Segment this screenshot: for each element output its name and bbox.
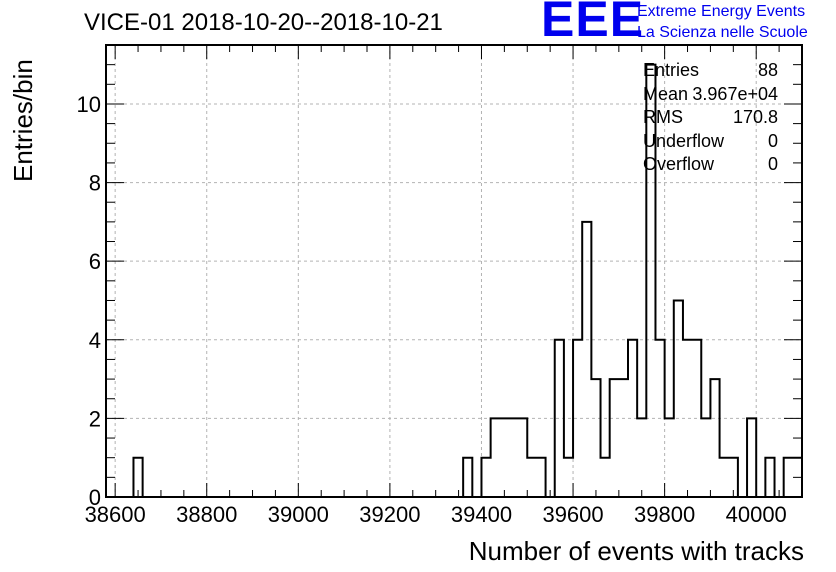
histogram-bin (637, 418, 646, 497)
chart-title: VICE-01 2018-10-20--2018-10-21 (84, 9, 443, 36)
histogram-bin (619, 379, 628, 497)
stats-label: Entries (643, 60, 700, 80)
histogram-bin (747, 418, 756, 497)
histogram-bin (601, 458, 610, 497)
histogram-bin (765, 458, 774, 497)
histogram-bin (582, 222, 591, 497)
y-tick-label: 4 (89, 328, 101, 353)
histogram-bin (481, 458, 490, 497)
x-tick-label: 40000 (726, 502, 787, 527)
y-tick-label: 10 (77, 92, 101, 117)
stats-row-mean: Mean 3.967e+04 (643, 84, 778, 108)
stats-row-overflow: Overflow 0 (643, 154, 778, 178)
stats-value: 170.8 (732, 107, 778, 127)
stats-row-rms: RMS 170.8 (643, 107, 778, 131)
stats-box: Entries 88 Mean 3.967e+04 RMS 170.8 Unde… (643, 60, 778, 178)
y-tick-label: 6 (89, 249, 101, 274)
y-tick-label: 0 (89, 485, 101, 510)
x-tick-label: 39400 (451, 502, 512, 527)
x-tick-label: 39200 (359, 502, 420, 527)
y-axis-title: Entries/bin (8, 59, 38, 182)
stats-value: 0 (767, 130, 778, 151)
histogram-bin (720, 458, 729, 497)
histogram-bin (610, 379, 619, 497)
histogram-bin (509, 418, 518, 497)
histogram-bin (463, 458, 472, 497)
stats-row-entries: Entries 88 (643, 60, 778, 84)
histogram-bin (701, 418, 710, 497)
histogram-bin (591, 379, 600, 497)
stats-label: RMS (643, 107, 683, 127)
x-axis-title: Number of events with tracks (468, 536, 804, 566)
histogram-bin (527, 458, 536, 497)
x-tick-label: 39800 (634, 502, 695, 527)
stats-value: 88 (757, 60, 778, 80)
histogram-bin (674, 300, 683, 497)
histogram-bin (500, 418, 509, 497)
x-tick-label: 38800 (176, 502, 237, 527)
histogram-bin (564, 458, 573, 497)
stats-row-underflow: Underflow 0 (643, 131, 778, 155)
y-tick-label: 8 (89, 171, 101, 196)
plot-frame (105, 44, 803, 498)
stats-value: 3.967e+04 (692, 83, 778, 104)
eee-logo: EEE (541, 0, 645, 47)
histogram-bin (784, 458, 793, 497)
histogram-bin (710, 379, 719, 497)
stats-value: 0 (767, 154, 778, 174)
histogram-bin (518, 418, 527, 497)
histogram-outline (132, 63, 802, 497)
histogram-bin (491, 418, 500, 497)
histogram-bin (536, 458, 545, 497)
x-tick-label: 39000 (268, 502, 329, 527)
y-tick-label: 2 (89, 406, 101, 431)
stats-label: Overflow (643, 154, 715, 174)
stats-label: Underflow (643, 130, 725, 151)
stats-label: Mean (643, 83, 689, 104)
x-tick-label: 39600 (542, 502, 603, 527)
histogram-bin (665, 418, 674, 497)
logo-line-1: Extreme Energy Events (637, 3, 806, 20)
logo-line-2: La Scienza nelle Scuole (637, 24, 808, 41)
x-tick-label: 38600 (85, 502, 146, 527)
